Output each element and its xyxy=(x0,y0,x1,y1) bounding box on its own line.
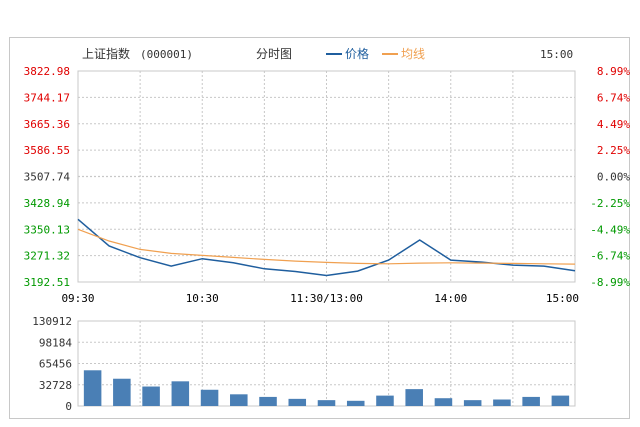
price-y-tick-label: 3192.51 xyxy=(24,276,70,289)
legend-avg: 均线 xyxy=(401,47,425,61)
index-name: 上证指数 xyxy=(82,46,130,61)
header-time: 15:00 xyxy=(540,48,573,61)
volume-bar xyxy=(346,400,365,406)
percent-y-tick-label: 2.25% xyxy=(597,144,630,157)
volume-bar xyxy=(83,370,102,406)
x-tick-label: 14:00 xyxy=(434,292,467,305)
chart-frame xyxy=(9,37,630,419)
volume-bar xyxy=(230,394,248,406)
volume-bar xyxy=(113,378,131,406)
volume-y-tick-label: 130912 xyxy=(32,315,72,328)
percent-y-tick-label: -6.74% xyxy=(590,250,630,263)
chart-mode-label: 分时图 xyxy=(256,47,292,61)
percent-y-tick-label: -4.49% xyxy=(590,223,630,236)
percent-y-tick-label: -2.25% xyxy=(590,197,630,210)
volume-bar xyxy=(405,389,423,406)
percent-y-tick-label: 0.00% xyxy=(597,171,630,184)
price-y-tick-label: 3665.36 xyxy=(24,118,70,131)
volume-y-tick-label: 65456 xyxy=(39,358,72,371)
index-code: (000001) xyxy=(140,48,193,61)
x-tick-label: 15:00 xyxy=(546,292,579,305)
volume-y-axis: 130912 98184 65456 32728 0 xyxy=(32,315,72,413)
volume-bar xyxy=(493,399,511,406)
percent-y-tick-label: 4.49% xyxy=(597,118,630,131)
price-y-tick-label: 3744.17 xyxy=(24,91,70,104)
volume-bar xyxy=(551,395,570,406)
x-tick-label: 09:30 xyxy=(61,292,94,305)
percent-y-tick-label: 8.99% xyxy=(597,65,630,78)
volume-bar xyxy=(142,386,160,406)
series-layer xyxy=(77,218,576,277)
price-y-tick-label: 3428.94 xyxy=(24,197,71,210)
price-y-tick-label: 3507.74 xyxy=(24,171,71,184)
legend-price: 价格 xyxy=(345,46,369,61)
volume-bar xyxy=(259,396,277,406)
price-y-axis-left: 3822.98 3744.17 3665.36 3586.55 3507.74 3428.… xyxy=(24,65,71,289)
volume-bar xyxy=(434,398,453,406)
volume-bar xyxy=(200,389,219,406)
x-tick-label: 10:30 xyxy=(186,292,219,305)
price-y-tick-label: 3822.98 xyxy=(24,65,70,78)
price-grid xyxy=(77,70,576,283)
volume-y-tick-label: 32728 xyxy=(39,379,72,392)
average-line xyxy=(77,228,576,265)
volume-bar xyxy=(317,400,336,406)
volume-bar xyxy=(463,400,482,406)
volume-bars xyxy=(83,370,570,406)
price-y-tick-label: 3271.32 xyxy=(24,250,70,263)
x-axis: 09:30 10:30 11:30/13:00 14:00 15:00 xyxy=(61,292,579,305)
volume-bar xyxy=(522,396,540,406)
volume-y-tick-label: 98184 xyxy=(39,336,72,349)
volume-bar xyxy=(376,395,394,406)
volume-bar xyxy=(288,398,307,406)
price-y-tick-label: 3350.13 xyxy=(24,223,70,236)
volume-bar xyxy=(171,381,190,406)
percent-y-tick-label: 6.74% xyxy=(597,91,630,104)
percent-y-tick-label: -8.99% xyxy=(590,276,630,289)
price-y-tick-label: 3586.55 xyxy=(24,144,70,157)
x-tick-label: 11:30/13:00 xyxy=(290,292,363,305)
volume-y-tick-label: 0 xyxy=(65,400,72,413)
price-y-axis-right: 8.99% 6.74% 4.49% 2.25% 0.00% -2.25% -4.49% -6.… xyxy=(590,65,630,289)
